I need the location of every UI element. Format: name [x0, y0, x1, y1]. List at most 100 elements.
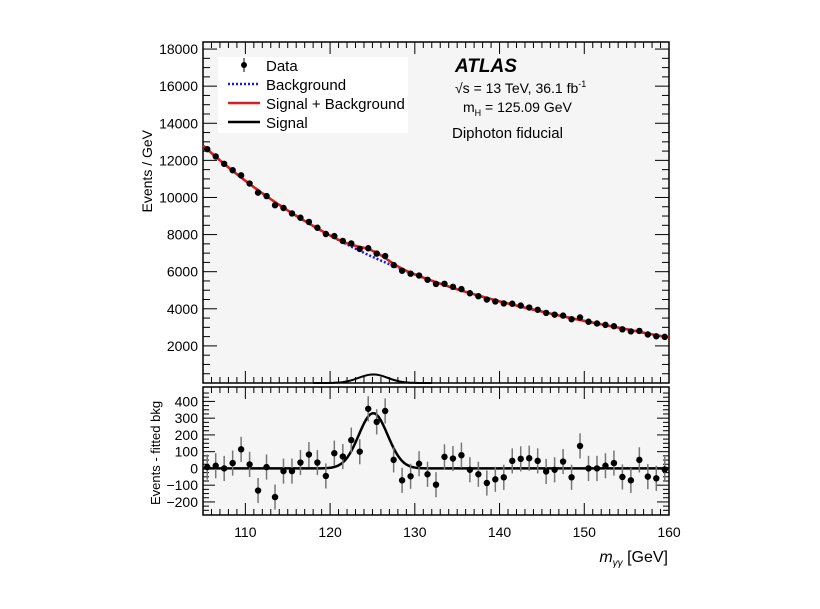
residual-point: [314, 459, 321, 466]
residual-point: [373, 418, 380, 426]
data-point: [424, 276, 431, 283]
selection-label: Diphoton fiducial: [452, 125, 563, 142]
residual-point: [551, 466, 558, 473]
y-tick-label: 8000: [167, 227, 198, 243]
residual-point: [466, 466, 474, 473]
data-point: [246, 180, 253, 187]
data-point: [458, 285, 465, 293]
residual-point: [254, 487, 262, 494]
data-point: [365, 245, 372, 252]
data-point: [398, 267, 406, 274]
residual-point: [619, 473, 626, 481]
legend-signal-label: Signal: [266, 115, 308, 132]
data-point: [627, 328, 635, 335]
legend-background-label: Background: [266, 77, 346, 94]
residual-point: [500, 474, 507, 481]
data-point: [237, 172, 245, 179]
residual-point: [271, 493, 279, 501]
data-point: [449, 283, 457, 291]
x-tick-label: 140: [488, 524, 512, 540]
x-axis-label: mγγ [GeV]: [599, 549, 668, 569]
y-tick-label: 2000: [167, 338, 198, 354]
residual-point: [204, 463, 211, 471]
data-point: [280, 204, 287, 212]
data-point: [500, 300, 507, 307]
residual-point: [212, 462, 219, 469]
residual-point: [661, 466, 668, 473]
data-point: [339, 237, 346, 245]
residual-point: [432, 481, 440, 488]
data-point: [390, 261, 397, 269]
energy-lumi-label: √s = 13 TeV, 36.1 fb-1: [455, 79, 586, 96]
residual-point: [220, 465, 228, 472]
x-tick-label: 130: [403, 524, 427, 540]
data-point: [534, 306, 541, 313]
data-point: [576, 314, 584, 321]
x-tick-label: 110: [234, 524, 257, 540]
data-point: [585, 318, 592, 325]
residual-point: [365, 405, 372, 412]
residual-point: [288, 467, 296, 475]
residual-point: [356, 448, 363, 455]
data-point: [297, 214, 304, 221]
data-point: [441, 280, 448, 288]
residual-point: [517, 455, 524, 463]
y-tick-label: 0: [190, 460, 198, 476]
residual-point: [585, 465, 592, 472]
residual-point: [509, 457, 516, 465]
data-point: [559, 312, 567, 319]
data-point: [568, 315, 575, 323]
residual-point: [542, 468, 550, 475]
legend-data-marker: [241, 62, 247, 68]
data-point: [288, 210, 296, 217]
data-point: [644, 331, 652, 338]
x-tick-label: 150: [573, 524, 597, 540]
data-point: [661, 333, 668, 341]
main-y-axis-label: Events / GeV: [139, 129, 155, 212]
atlas-label: ATLAS: [454, 56, 517, 77]
residual-point: [602, 462, 609, 469]
residual-point: [483, 479, 491, 487]
data-point: [517, 302, 524, 309]
residual-point: [229, 459, 236, 467]
residual-point: [390, 456, 397, 464]
data-point: [432, 280, 440, 288]
data-point: [373, 250, 380, 257]
residual-point: [348, 436, 355, 444]
data-point: [466, 290, 474, 297]
data-point: [229, 166, 236, 174]
data-point: [381, 252, 389, 260]
data-point: [322, 230, 330, 238]
data-point: [610, 323, 618, 330]
y-tick-label: 10000: [159, 189, 198, 205]
y-tick-label: 14000: [159, 115, 198, 131]
y-tick-label: 16000: [159, 78, 198, 94]
data-point: [526, 304, 533, 311]
y-tick-label: 12000: [159, 152, 198, 168]
data-point: [263, 192, 270, 200]
residual-point: [559, 458, 567, 465]
residual-point: [263, 463, 270, 471]
data-point: [212, 153, 219, 160]
y-tick-label: −100: [166, 477, 198, 493]
y-tick-label: 18000: [159, 41, 198, 57]
residual-point: [305, 451, 313, 458]
data-point: [483, 296, 491, 303]
legend-sb-label: Signal + Background: [266, 96, 405, 113]
y-tick-label: 400: [175, 393, 199, 409]
data-point: [254, 189, 262, 196]
residual-point: [526, 455, 533, 462]
residual-point: [593, 465, 601, 472]
data-point: [509, 300, 516, 307]
residual-point: [415, 460, 423, 467]
legend-data-label: Data: [266, 58, 298, 75]
residual-point: [568, 474, 575, 481]
data-point: [619, 326, 626, 333]
data-point: [220, 160, 228, 168]
residual-point: [653, 475, 660, 482]
data-point: [331, 232, 338, 240]
residual-point: [381, 407, 389, 415]
residual-point: [534, 457, 541, 465]
y-tick-label: 100: [175, 444, 199, 460]
